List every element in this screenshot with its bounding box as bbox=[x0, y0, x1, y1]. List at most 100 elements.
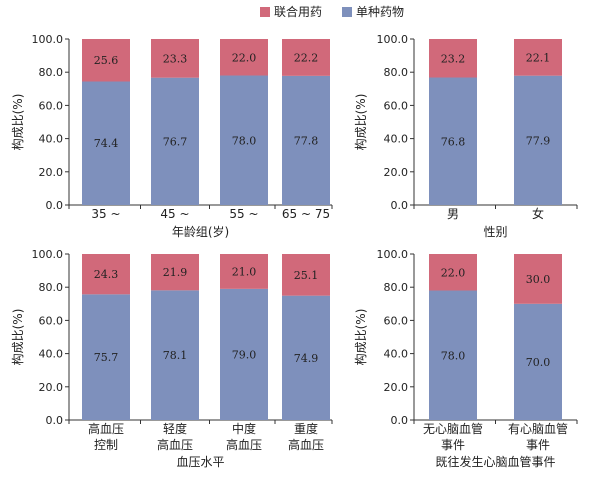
y-axis-title: 构成比(%) bbox=[353, 94, 368, 151]
y-tick-label: 20.0 bbox=[39, 166, 64, 179]
bar-combo-2 bbox=[220, 254, 268, 289]
category-label: 中度 bbox=[232, 421, 256, 436]
bar-combo-1 bbox=[514, 39, 562, 76]
y-axis-title: 构成比(%) bbox=[10, 309, 25, 366]
bar-single-3 bbox=[282, 295, 330, 420]
category-label: 重度 bbox=[294, 421, 318, 436]
bar-data-label: 76.7 bbox=[163, 135, 188, 148]
bar-data-label: 22.0 bbox=[232, 51, 257, 64]
category-label: 事件 bbox=[526, 438, 550, 452]
legend-label-0: 联合用药 bbox=[274, 4, 322, 19]
bar-data-label: 22.1 bbox=[526, 51, 551, 64]
y-tick-label: 20.0 bbox=[39, 381, 64, 394]
y-tick-label: 60.0 bbox=[39, 99, 64, 112]
bar-data-label: 25.6 bbox=[94, 54, 119, 67]
y-tick-label: 40.0 bbox=[384, 133, 409, 146]
bar-combo-0 bbox=[82, 39, 130, 82]
bar-single-0 bbox=[82, 81, 130, 205]
bar-single-1 bbox=[151, 290, 199, 420]
y-tick-label: 100.0 bbox=[377, 33, 409, 46]
category-label: 男 bbox=[447, 207, 459, 221]
y-tick-label: 20.0 bbox=[384, 166, 409, 179]
bar-data-label: 70.0 bbox=[526, 356, 551, 369]
y-tick-label: 80.0 bbox=[39, 281, 64, 294]
bar-combo-3 bbox=[282, 39, 330, 76]
bar-data-label: 79.0 bbox=[232, 348, 257, 361]
y-tick-label: 0.0 bbox=[391, 199, 409, 212]
y-axis-title: 构成比(%) bbox=[353, 309, 368, 366]
bar-data-label: 25.1 bbox=[294, 269, 319, 282]
category-label: 有心脑血管 bbox=[508, 421, 568, 436]
bar-single-0 bbox=[429, 77, 477, 205]
category-label: 控制 bbox=[94, 438, 118, 452]
y-tick-label: 80.0 bbox=[384, 66, 409, 79]
bar-data-label: 77.8 bbox=[294, 134, 319, 147]
bar-data-label: 74.9 bbox=[294, 352, 319, 365]
bar-combo-1 bbox=[151, 254, 199, 291]
y-axis-title: 构成比(%) bbox=[10, 94, 25, 151]
y-tick-label: 100.0 bbox=[377, 248, 409, 261]
bar-single-3 bbox=[282, 75, 330, 206]
bar-combo-3 bbox=[282, 254, 330, 296]
category-label: 高血压 bbox=[88, 421, 124, 436]
bar-single-2 bbox=[220, 288, 268, 420]
bar-combo-0 bbox=[82, 254, 130, 295]
legend-swatch-0 bbox=[260, 7, 270, 17]
bar-single-0 bbox=[429, 290, 477, 420]
y-tick-label: 60.0 bbox=[39, 314, 64, 327]
bar-data-label: 30.0 bbox=[526, 273, 551, 286]
x-axis-title: 血压水平 bbox=[176, 455, 224, 469]
x-axis-title: 年龄组(岁) bbox=[172, 224, 229, 239]
chart-panel-0: 0.0 20.0 40.0 60.0 80.0 100.0 74.4 25.6 35 ~ 76.7… bbox=[10, 33, 333, 239]
chart-panel-2: 0.020.040.060.080.0100.075.724.3高血压控制78.… bbox=[10, 248, 333, 469]
bar-combo-1 bbox=[514, 254, 562, 304]
bar-combo-1 bbox=[151, 39, 199, 78]
bar-data-label: 78.1 bbox=[163, 349, 188, 362]
y-tick-label: 60.0 bbox=[384, 314, 409, 327]
bar-data-label: 78.0 bbox=[232, 134, 257, 147]
y-tick-label: 0.0 bbox=[46, 199, 64, 212]
bar-data-label: 74.4 bbox=[94, 137, 119, 150]
bar-single-1 bbox=[514, 303, 562, 420]
bar-combo-2 bbox=[220, 39, 268, 76]
y-tick-label: 40.0 bbox=[384, 348, 409, 361]
x-axis-title: 性别 bbox=[483, 225, 507, 239]
y-tick-label: 80.0 bbox=[39, 66, 64, 79]
bar-combo-0 bbox=[429, 39, 477, 78]
y-tick-label: 60.0 bbox=[384, 99, 409, 112]
category-label: 35 ~ bbox=[91, 207, 120, 221]
bar-data-label: 23.2 bbox=[441, 52, 466, 65]
chart-panel-1: 0.0 20.0 40.0 60.0 80.0 100.0 76.8 23.2 男 77.9 22.… bbox=[353, 33, 578, 239]
legend-label-1: 单种药物 bbox=[356, 5, 404, 19]
bar-data-label: 21.9 bbox=[163, 266, 188, 279]
category-label: 65 ~ 75 bbox=[282, 207, 330, 221]
category-label: 事件 bbox=[441, 438, 465, 452]
bar-data-label: 75.7 bbox=[94, 351, 119, 364]
bar-data-label: 24.3 bbox=[94, 268, 119, 281]
category-label: 高血压 bbox=[288, 437, 324, 452]
y-tick-label: 40.0 bbox=[39, 133, 64, 146]
bar-data-label: 77.9 bbox=[526, 134, 551, 147]
category-label: 无心脑血管 bbox=[423, 421, 483, 436]
bar-data-label: 21.0 bbox=[232, 265, 257, 278]
category-label: 高血压 bbox=[226, 437, 262, 452]
legend-item-1: 单种药物 bbox=[342, 5, 404, 19]
bar-data-label: 76.8 bbox=[441, 135, 466, 148]
category-label: 女 bbox=[532, 206, 544, 221]
bar-data-label: 22.0 bbox=[441, 266, 466, 279]
bar-single-1 bbox=[151, 77, 199, 205]
bar-single-1 bbox=[514, 75, 562, 205]
y-tick-label: 20.0 bbox=[384, 381, 409, 394]
y-tick-label: 100.0 bbox=[32, 33, 64, 46]
x-axis-title: 既往发生心脑血管事件 bbox=[435, 454, 555, 469]
bar-data-label: 78.0 bbox=[441, 349, 466, 362]
category-label: 轻度 bbox=[163, 421, 187, 436]
category-label: 高血压 bbox=[157, 437, 193, 452]
y-tick-label: 100.0 bbox=[32, 248, 64, 261]
bar-combo-0 bbox=[429, 254, 477, 291]
category-label: 45 ~ bbox=[160, 207, 189, 221]
y-tick-label: 80.0 bbox=[384, 281, 409, 294]
